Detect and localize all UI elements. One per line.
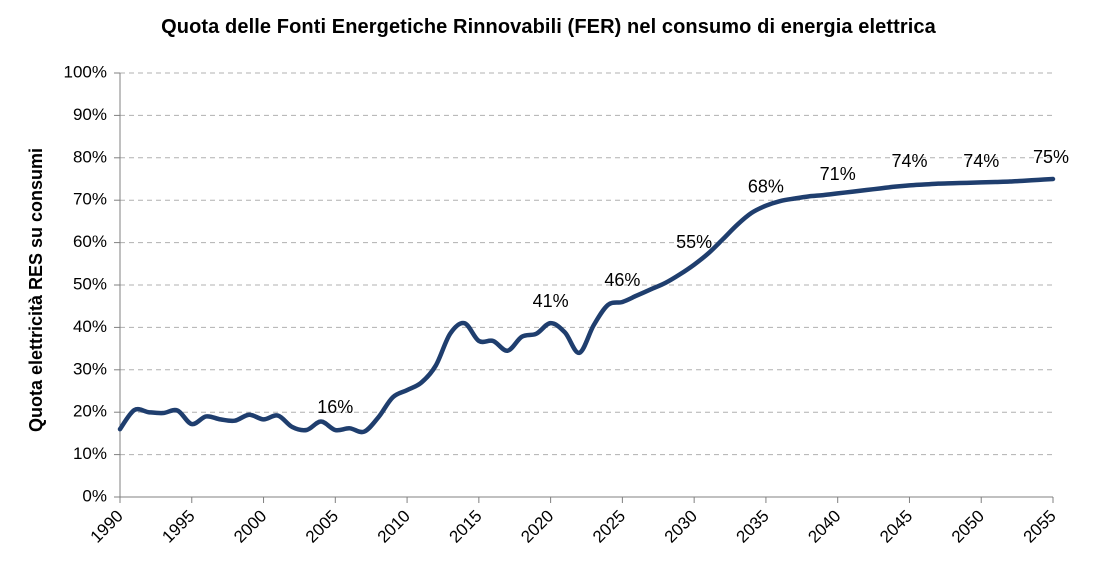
y-tick-label: 20%: [73, 402, 107, 421]
axes: [114, 72, 1054, 503]
data-label: 68%: [748, 177, 784, 197]
x-tick-label: 2020: [517, 506, 557, 546]
y-tick-label: 70%: [73, 190, 107, 209]
x-tick-label: 2025: [589, 506, 629, 546]
series: [117, 176, 1056, 435]
data-label: 75%: [1033, 147, 1069, 167]
data-label: 74%: [963, 151, 999, 171]
x-tick-label: 2035: [733, 506, 773, 546]
y-tick-label: 10%: [73, 444, 107, 463]
chart-title: Quota delle Fonti Energetiche Rinnovabil…: [161, 16, 936, 38]
x-tick-label: 2015: [445, 506, 485, 546]
data-label: 74%: [891, 151, 927, 171]
y-tick-label: 100%: [64, 62, 107, 81]
x-tick-label: 2005: [302, 506, 342, 546]
x-tick-label: 2055: [1020, 506, 1060, 546]
data-label: 46%: [604, 270, 640, 290]
data-label: 71%: [820, 164, 856, 184]
y-tick-label: 60%: [73, 232, 107, 251]
y-tick-label: 30%: [73, 359, 107, 378]
grid-lines: [120, 72, 1053, 456]
x-tick-label: 2050: [948, 506, 988, 546]
data-label: 16%: [317, 397, 353, 417]
y-tick-label: 80%: [73, 147, 107, 166]
data-label: 41%: [533, 291, 569, 311]
y-axis-label: Quota elettricità RES su consumi: [26, 148, 46, 432]
y-tick-labels: 0% 10% 20% 30% 40% 50% 60% 70% 80% 90% 100%: [64, 62, 107, 505]
x-tick-label: 2000: [230, 506, 270, 546]
y-tick-label: 40%: [73, 317, 107, 336]
x-tick-label: 2010: [374, 506, 414, 546]
x-tick-label: 1990: [87, 506, 127, 546]
x-tick-labels: 1990 1995 2000 2005 2010 2015 2020 2025 2030 2035…: [87, 506, 1060, 546]
y-tick-label: 0%: [82, 486, 107, 505]
y-tick-label: 90%: [73, 105, 107, 124]
x-tick-label: 1995: [158, 506, 198, 546]
data-labels: 16% 41% 46% 55% 68% 71% 74% 74% 75%: [317, 147, 1069, 417]
x-tick-label: 2045: [876, 506, 916, 546]
series-line: [117, 176, 1056, 435]
x-tick-label: 2040: [804, 506, 844, 546]
x-tick-label: 2030: [661, 506, 701, 546]
data-label: 55%: [676, 232, 712, 252]
y-tick-label: 50%: [73, 274, 107, 293]
